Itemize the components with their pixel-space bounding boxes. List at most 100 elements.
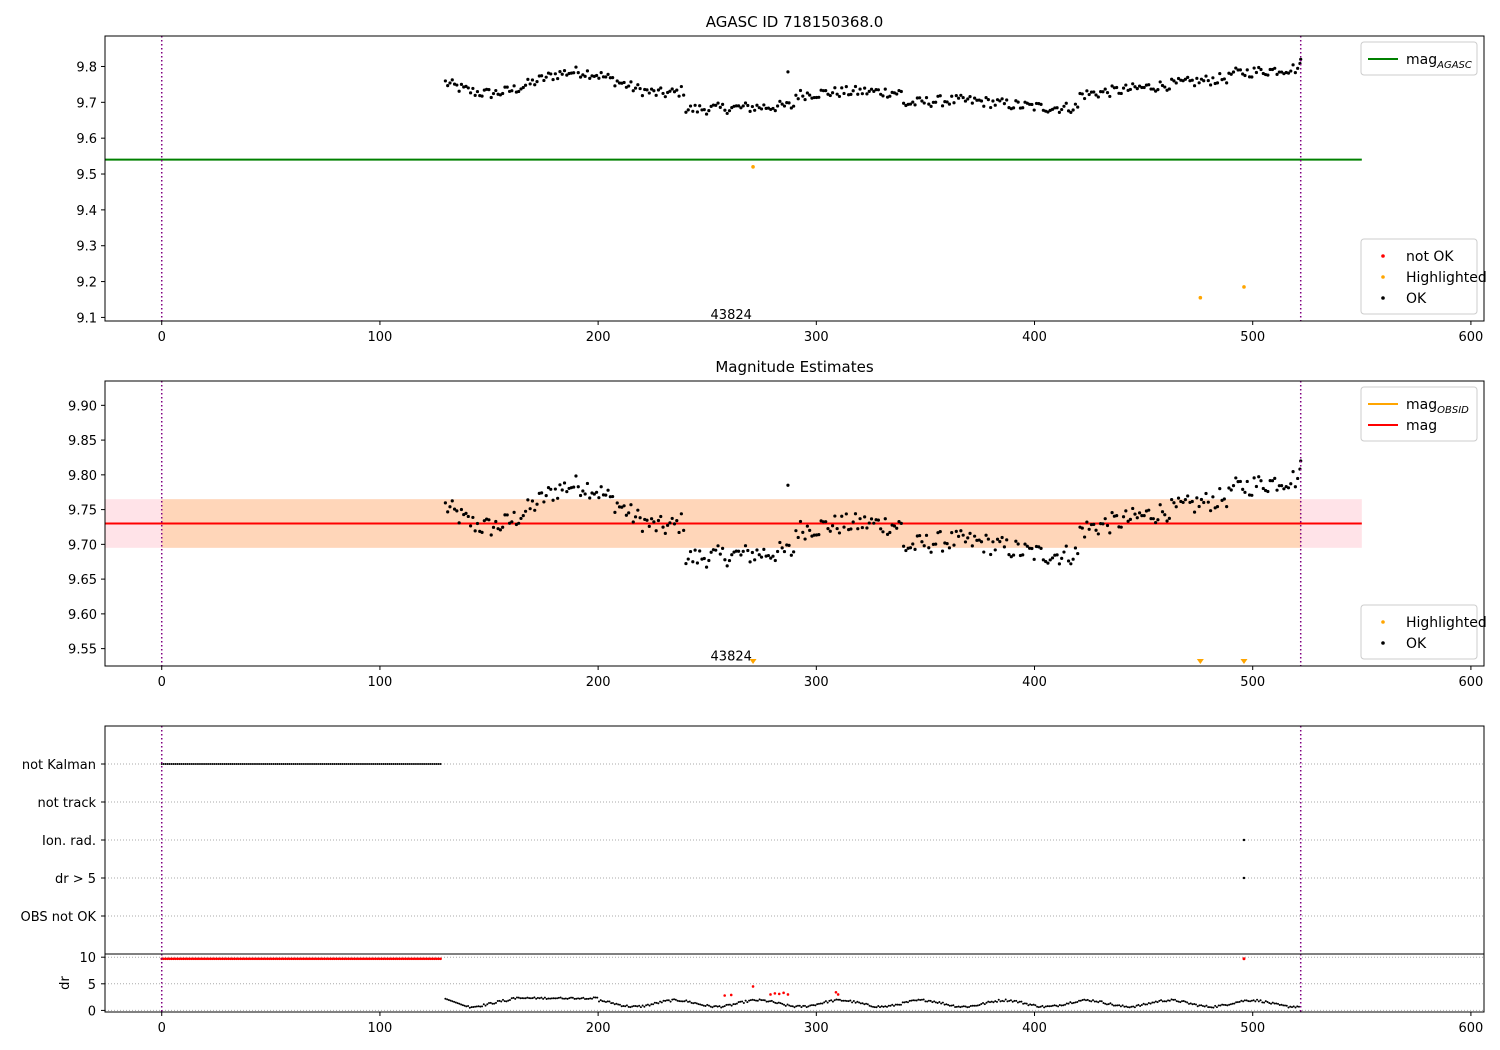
- ok-point: [505, 513, 509, 517]
- dr-point: [603, 1000, 606, 1003]
- flag-point: [423, 763, 426, 765]
- dr-red-point: [723, 994, 726, 997]
- flag-point: [321, 763, 324, 765]
- flag-point: [223, 763, 226, 765]
- flag-point: [433, 763, 436, 765]
- flag-point: [294, 763, 297, 765]
- ok-point: [1186, 494, 1190, 498]
- flag-point: [205, 763, 208, 765]
- flag-point: [361, 763, 364, 765]
- ok-point: [1025, 544, 1029, 548]
- ok-point: [993, 548, 997, 552]
- dr-point: [519, 997, 522, 1000]
- dr-point: [999, 1000, 1002, 1003]
- ok-point: [755, 103, 759, 107]
- ok-point: [1156, 518, 1160, 522]
- dr-clipped-point: [197, 957, 201, 961]
- ok-point: [517, 89, 521, 94]
- ok-point: [574, 474, 578, 478]
- ok-point: [636, 83, 640, 87]
- ok-point: [920, 540, 924, 544]
- dr-point: [1194, 1003, 1197, 1006]
- ok-point: [856, 527, 860, 531]
- dr-point: [980, 1003, 983, 1006]
- dr-point: [1135, 1004, 1138, 1007]
- dr-clipped-point: [439, 957, 442, 961]
- dr-point: [899, 1003, 902, 1006]
- dr-point: [1151, 1001, 1154, 1004]
- dr-point: [533, 996, 536, 999]
- dr-point: [680, 1000, 683, 1003]
- dr-point: [1016, 1001, 1019, 1004]
- flag-point: [398, 763, 401, 765]
- ok-point: [1021, 106, 1025, 110]
- dr-point: [908, 999, 911, 1002]
- ok-point: [911, 542, 915, 546]
- ok-point: [741, 549, 745, 553]
- dr-point: [1036, 1005, 1039, 1008]
- ok-point: [556, 76, 560, 81]
- flag-point: [386, 763, 389, 765]
- ok-point: [466, 86, 470, 90]
- flag-point: [239, 763, 242, 765]
- ok-point: [528, 507, 532, 511]
- ok-point: [464, 84, 468, 88]
- dr-point: [1201, 1004, 1204, 1007]
- ok-point: [1225, 505, 1229, 509]
- ok-point: [1133, 85, 1137, 89]
- dr-point: [859, 1002, 862, 1005]
- ok-point: [1186, 75, 1190, 79]
- dr-point: [585, 997, 588, 1000]
- dr-point: [748, 999, 751, 1002]
- ok-point: [1273, 476, 1277, 481]
- dr-point: [943, 1003, 946, 1006]
- flag-point: [351, 763, 354, 765]
- dr-point: [673, 998, 676, 1001]
- ok-point: [1137, 84, 1142, 88]
- agasc-magnitude-panel: AGASC ID 718150368.0 0 100 200 300 400 500 600…: [76, 13, 1486, 345]
- dr-point: [1072, 1001, 1075, 1004]
- ok-point: [608, 76, 612, 80]
- dr-point: [577, 997, 580, 1000]
- ok-point: [1215, 505, 1220, 509]
- ok-point: [562, 69, 567, 73]
- ok-point: [1048, 558, 1052, 562]
- ok-point: [1108, 94, 1112, 99]
- ok-point: [934, 542, 938, 546]
- ok-point: [533, 508, 537, 512]
- ok-point: [1066, 559, 1071, 563]
- ok-point: [789, 106, 793, 110]
- dr-clipped-point: [248, 957, 252, 961]
- ok-point: [1066, 109, 1071, 113]
- ok-point: [888, 530, 892, 535]
- ok-point: [766, 553, 771, 558]
- ok-point: [606, 488, 610, 492]
- ok-point: [803, 537, 807, 541]
- dr-point: [983, 1003, 986, 1006]
- dr-point: [700, 1003, 703, 1006]
- ok-point: [947, 546, 952, 550]
- ok-point: [1236, 479, 1240, 484]
- ok-point: [780, 102, 784, 106]
- ok-point: [686, 557, 690, 561]
- ok-point: [918, 96, 922, 100]
- ok-point: [869, 87, 874, 91]
- flag-point: [368, 763, 371, 765]
- dr-point: [807, 1005, 810, 1008]
- ok-point: [798, 519, 803, 524]
- ok-point: [1147, 83, 1151, 87]
- ok-point: [915, 96, 919, 100]
- dr-clipped-point: [262, 957, 266, 961]
- ok-point: [1087, 92, 1091, 97]
- ok-point: [615, 79, 619, 83]
- dr-point: [809, 1004, 812, 1007]
- x-tick-label: 600: [1458, 330, 1483, 345]
- dr-point: [580, 997, 583, 1000]
- ok-point: [1163, 85, 1167, 89]
- ok-point: [452, 507, 457, 511]
- dr-point: [458, 1002, 461, 1005]
- dr-point: [1200, 1004, 1203, 1007]
- ok-point: [633, 86, 638, 90]
- ok-point: [1023, 542, 1027, 546]
- dr-point: [1257, 1000, 1260, 1003]
